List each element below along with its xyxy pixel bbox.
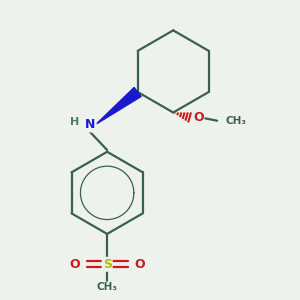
Text: N: N <box>85 118 95 131</box>
Text: CH₃: CH₃ <box>97 283 118 292</box>
Text: H: H <box>70 117 80 127</box>
Text: CH₃: CH₃ <box>225 116 246 126</box>
Text: S: S <box>103 258 112 271</box>
Text: O: O <box>70 258 80 271</box>
Polygon shape <box>96 87 141 124</box>
Text: O: O <box>193 111 203 124</box>
Text: O: O <box>134 258 145 271</box>
